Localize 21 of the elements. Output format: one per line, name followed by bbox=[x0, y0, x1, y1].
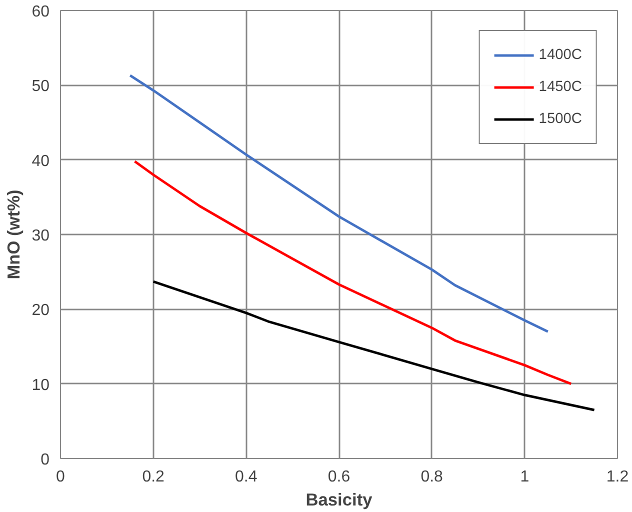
x-tick-label: 0.6 bbox=[328, 468, 350, 486]
legend-label: 1500C bbox=[538, 111, 582, 127]
y-tick-label: 20 bbox=[32, 302, 50, 320]
x-tick-label: 0.4 bbox=[235, 468, 258, 486]
y-tick-label: 40 bbox=[32, 152, 50, 170]
x-axis-title: Basicity bbox=[306, 490, 373, 510]
y-tick-label: 0 bbox=[40, 452, 50, 468]
y-tick-label: 10 bbox=[32, 376, 50, 394]
y-tick-label: 50 bbox=[32, 78, 50, 96]
line-series bbox=[134, 160, 572, 386]
x-tick-label: 0.8 bbox=[420, 468, 444, 486]
x-tick-label: 0 bbox=[56, 468, 66, 486]
legend-label: 1400C bbox=[538, 47, 582, 63]
y-tick-label: 60 bbox=[32, 4, 50, 20]
y-tick-label: 30 bbox=[32, 228, 50, 244]
x-tick-label: 0.2 bbox=[142, 468, 165, 486]
y-axis-title: MnO (wt%) bbox=[4, 190, 24, 280]
line-series bbox=[152, 280, 596, 412]
x-tick-label: 1.2 bbox=[606, 468, 629, 486]
legend-label: 1450C bbox=[538, 79, 582, 95]
x-tick-label: 1 bbox=[520, 468, 530, 486]
